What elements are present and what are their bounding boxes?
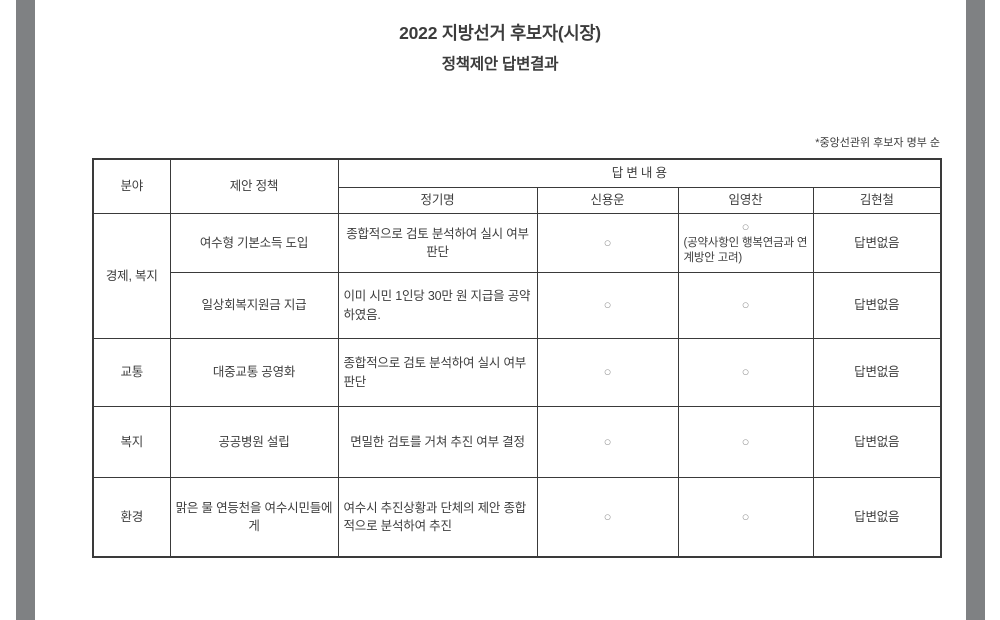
col-header-policy: 제안 정책 xyxy=(169,158,339,214)
answer-jeonggimyeong: 종합적으로 검토 분석하여 실시 여부 판단 xyxy=(337,213,538,273)
answer-sinyongun: ○ xyxy=(536,213,679,273)
answer-kimhyeoncheol: 답변없음 xyxy=(812,406,942,478)
category-cell: 복지 xyxy=(92,406,171,478)
col-header-candidate-jeonggimyeong: 정기명 xyxy=(337,187,538,214)
col-header-candidate-kimhyeoncheol: 김현철 xyxy=(812,187,942,214)
col-header-candidate-sinyongun: 신용운 xyxy=(536,187,679,214)
answer-kimhyeoncheol: 답변없음 xyxy=(812,272,942,339)
right-page-edge xyxy=(966,0,985,620)
policy-answer-table: 분야 제안 정책 답 변 내 용 정기명 신용운 임영찬 김현철 경제, 복지 … xyxy=(92,158,943,558)
circle-mark: ○ xyxy=(741,219,750,235)
policy-cell: 대중교통 공영화 xyxy=(169,338,339,407)
answer-imyeongchan: ○ xyxy=(677,406,814,478)
table-row: 경제, 복지 여수형 기본소득 도입 종합적으로 검토 분석하여 실시 여부 판… xyxy=(92,213,942,339)
page-subtitle: 정책제안 답변결과 xyxy=(441,56,559,73)
source-note: *중앙선관위 후보자 명부 순 xyxy=(815,137,940,149)
answer-sinyongun: ○ xyxy=(536,406,679,478)
answer-imyeongchan-note: (공약사항인 행복연금과 연계방안 고려) xyxy=(683,236,808,265)
answer-jeonggimyeong: 면밀한 검토를 거쳐 추진 여부 결정 xyxy=(337,406,538,478)
col-header-category: 분야 xyxy=(92,158,171,214)
answer-jeonggimyeong: 여수시 추진상황과 단체의 제안 종합적으로 분석하여 추진 xyxy=(337,477,538,558)
answer-jeonggimyeong: 이미 시민 1인당 30만 원 지급을 공약하였음. xyxy=(337,272,538,339)
category-cell: 교통 xyxy=(92,338,171,407)
answer-jeonggimyeong: 종합적으로 검토 분석하여 실시 여부 판단 xyxy=(337,338,538,407)
policy-cell: 맑은 물 연등천을 여수시민들에게 xyxy=(169,477,339,558)
answer-imyeongchan: ○ xyxy=(677,477,814,558)
table-row: 복지 공공병원 설립 면밀한 검토를 거쳐 추진 여부 결정 ○ ○ 답변없음 xyxy=(92,406,942,478)
answer-sinyongun: ○ xyxy=(536,477,679,558)
answer-sinyongun: ○ xyxy=(536,272,679,339)
table-row: 교통 대중교통 공영화 종합적으로 검토 분석하여 실시 여부 판단 ○ ○ 답… xyxy=(92,338,942,407)
policy-cell: 일상회복지원금 지급 xyxy=(169,272,339,339)
answer-imyeongchan: ○ xyxy=(677,338,814,407)
table-row: 환경 맑은 물 연등천을 여수시민들에게 여수시 추진상황과 단체의 제안 종합… xyxy=(92,477,942,558)
col-header-candidate-imyeongchan: 임영찬 xyxy=(677,187,814,214)
answer-kimhyeoncheol: 답변없음 xyxy=(812,477,942,558)
left-page-edge xyxy=(16,0,35,620)
category-cell: 경제, 복지 xyxy=(92,213,171,339)
answer-imyeongchan: ○ (공약사항인 행복연금과 연계방안 고려) xyxy=(677,213,814,273)
answer-kimhyeoncheol: 답변없음 xyxy=(812,213,942,273)
answer-imyeongchan: ○ xyxy=(677,272,814,339)
policy-cell: 공공병원 설립 xyxy=(169,406,339,478)
header-row-group: 분야 제안 정책 답 변 내 용 xyxy=(92,158,942,214)
header-row-candidates: 정기명 신용운 임영찬 김현철 xyxy=(93,187,942,214)
answer-kimhyeoncheol: 답변없음 xyxy=(812,338,942,407)
table-row: 일상회복지원금 지급 이미 시민 1인당 30만 원 지급을 공약하였음. ○ … xyxy=(93,272,942,339)
col-header-answers-group: 답 변 내 용 xyxy=(337,158,942,188)
category-cell: 환경 xyxy=(92,477,171,558)
page-title: 2022 지방선거 후보자(시장) xyxy=(399,23,601,43)
policy-cell: 여수형 기본소득 도입 xyxy=(169,213,339,273)
answer-sinyongun: ○ xyxy=(536,338,679,407)
